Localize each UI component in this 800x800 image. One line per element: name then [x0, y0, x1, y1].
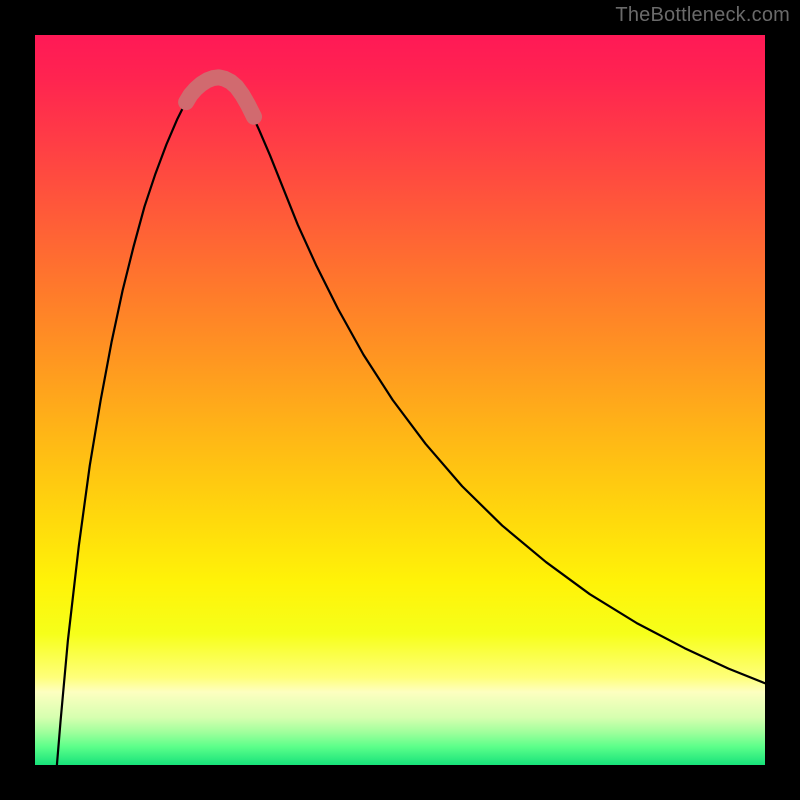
watermark-text: TheBottleneck.com	[615, 4, 790, 27]
bottleneck-chart	[0, 0, 800, 800]
chart-frame: TheBottleneck.com	[0, 0, 800, 800]
